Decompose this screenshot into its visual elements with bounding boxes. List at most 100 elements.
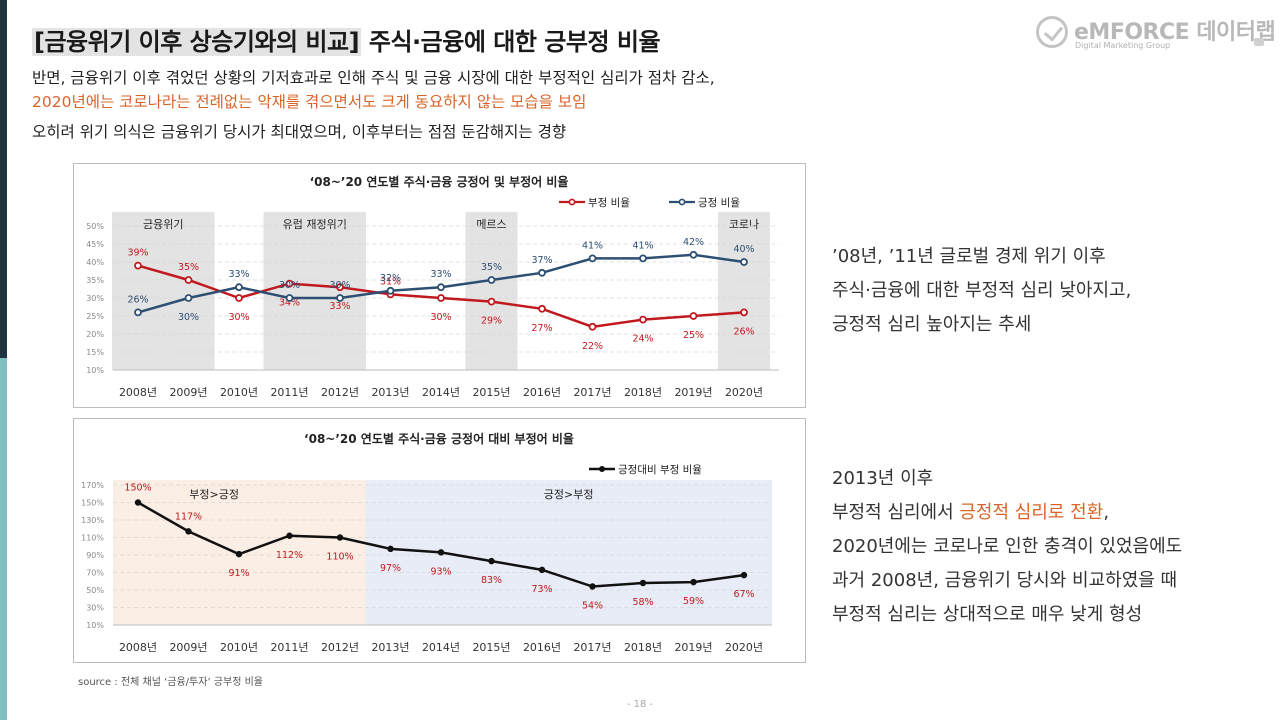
positive-point (437, 283, 445, 292)
event-label: 금융위기 (143, 218, 183, 231)
x-tick-label: 2012년 (321, 641, 359, 654)
negative-data-label: 34% (279, 298, 300, 309)
x-tick-label: 2011년 (270, 641, 308, 654)
side2-line-2: 부정적 심리에서 긍정적 심리로 전환, (832, 496, 1182, 530)
ratio-data-label: 59% (683, 596, 704, 607)
x-tick-label: 2017년 (573, 641, 611, 654)
y-tick-label: 50% (86, 586, 104, 595)
positive-data-label: 30% (178, 312, 199, 323)
negative-data-label: 30% (228, 312, 249, 323)
event-label: 코로나 (729, 218, 759, 231)
legend-swatch-marker (678, 198, 686, 206)
positive-data-label: 42% (683, 237, 704, 248)
positive-point (235, 283, 243, 292)
negative-point (437, 294, 445, 302)
x-tick-label: 2020년 (725, 641, 763, 654)
logo-brand-text: eMFORCE 데이터랩 (1074, 20, 1276, 45)
legend-swatch-marker (599, 466, 605, 472)
negative-point (336, 283, 344, 292)
positive-point (285, 294, 294, 302)
page-title-highlight: [금융위기 이후 상승기와의 비교] (32, 28, 362, 56)
positive-point (336, 294, 344, 302)
legend-label: 부정 비율 (588, 197, 630, 209)
ratio-point (690, 578, 697, 586)
y-tick-label: 50% (86, 222, 104, 231)
region-label: 긍정>부정 (544, 488, 594, 501)
side1-line-2: 주식·금융에 대한 부정적 심리 낮아지고, (832, 280, 1132, 301)
description-line-1: 반면, 금융위기 이후 겪었던 상황의 기저효과로 인해 주식 및 금융 시장에… (32, 69, 715, 87)
ratio-point (488, 557, 495, 565)
legend-label: 긍정대비 부정 비율 (618, 464, 702, 476)
negative-point (134, 261, 142, 270)
side2-line-1: 2013년 이후 (832, 468, 934, 489)
region-label: 부정>긍정 (189, 488, 239, 501)
y-tick-label: 130% (81, 516, 104, 525)
side2-line-2-highlight: 긍정적 심리로 전환 (959, 502, 1104, 523)
positive-data-label: 40% (733, 244, 754, 255)
positive-data-label: 41% (582, 240, 603, 251)
negative-data-label: 39% (127, 248, 148, 259)
event-band (718, 212, 770, 370)
chart2-title: ‘08~’20 연도별 주식·금융 긍정어 대비 부정어 비율 (304, 431, 574, 446)
positive-data-label: 30% (279, 280, 300, 291)
negative-data-label: 33% (329, 301, 350, 312)
source-note: source : 전체 채널 ‘금융/투자’ 긍부정 비율 (78, 677, 263, 688)
negative-point (639, 315, 647, 324)
negative-data-label: 29% (481, 316, 502, 327)
x-tick-label: 2017년 (573, 386, 611, 399)
positive-point (639, 254, 647, 263)
ratio-data-label: 97% (380, 563, 401, 574)
positive-data-label: 33% (430, 269, 451, 280)
x-tick-label: 2013년 (371, 386, 409, 399)
x-tick-label: 2008년 (119, 386, 157, 399)
y-tick-label: 30% (86, 604, 104, 613)
ratio-point (437, 549, 445, 556)
left-accent-bar-teal (0, 358, 7, 720)
left-accent-bar-dark (0, 0, 7, 358)
ratio-point (185, 528, 192, 535)
side1-line-3: 긍정적 심리 높아지는 추세 (832, 314, 1032, 335)
ratio-data-label: 67% (733, 589, 754, 600)
negative-point (588, 322, 597, 331)
description-line-3: 오히려 위기 의식은 금융위기 당시가 최대였으며, 이후부터는 점점 둔감해지… (32, 123, 567, 141)
y-tick-label: 30% (86, 294, 104, 303)
positive-data-label: 37% (531, 255, 552, 266)
logo-check-icon (1036, 16, 1068, 48)
negative-data-label: 27% (531, 323, 552, 334)
ratio-data-label: 54% (582, 601, 603, 612)
ratio-data-label: 150% (124, 483, 151, 494)
negative-point (538, 304, 546, 313)
negative-data-label: 35% (178, 262, 199, 273)
x-tick-label: 2019년 (674, 386, 712, 399)
y-tick-label: 70% (86, 569, 104, 578)
negative-data-label: 22% (582, 341, 603, 352)
chart-sentiment-ratio: ‘08~’20 연도별 주식·금융 긍정어 및 부정어 비율 금융위기 유럽 재정위… (73, 163, 806, 408)
ratio-point (134, 499, 142, 506)
positive-point (386, 286, 395, 295)
event-label: 메르스 (476, 218, 506, 231)
negative-point (285, 279, 294, 288)
x-tick-label: 2018년 (624, 386, 662, 399)
negative-data-label: 25% (683, 330, 704, 341)
ratio-data-label: 93% (430, 566, 451, 577)
positive-point (689, 250, 698, 259)
description-line-2: 2020년에는 코로나라는 전례없는 악재를 겪으면서도 크게 동요하지 않는 … (32, 93, 587, 111)
side2-line-2a: 부정적 심리에서 (832, 502, 960, 523)
negative-data-label: 30% (430, 312, 451, 323)
x-tick-label: 2019년 (674, 641, 712, 654)
positive-data-label: 33% (228, 269, 249, 280)
event-band (263, 212, 366, 370)
x-tick-label: 2014년 (422, 386, 460, 399)
page-title: [금융위기 이후 상승기와의 비교] 주식·금융에 대한 긍부정 비율 (32, 22, 661, 57)
negative-data-label: 24% (632, 334, 653, 345)
side-commentary-2: 2013년 이후 부정적 심리에서 긍정적 심리로 전환, 2020년에는 코로… (832, 462, 1182, 632)
ratio-data-label: 117% (175, 511, 202, 522)
positive-point (740, 258, 748, 266)
logo-badge-icon (1254, 38, 1264, 46)
event-band (465, 212, 518, 370)
x-tick-label: 2020년 (725, 386, 763, 399)
ratio-data-label: 110% (326, 552, 353, 563)
x-tick-label: 2010년 (220, 641, 258, 654)
